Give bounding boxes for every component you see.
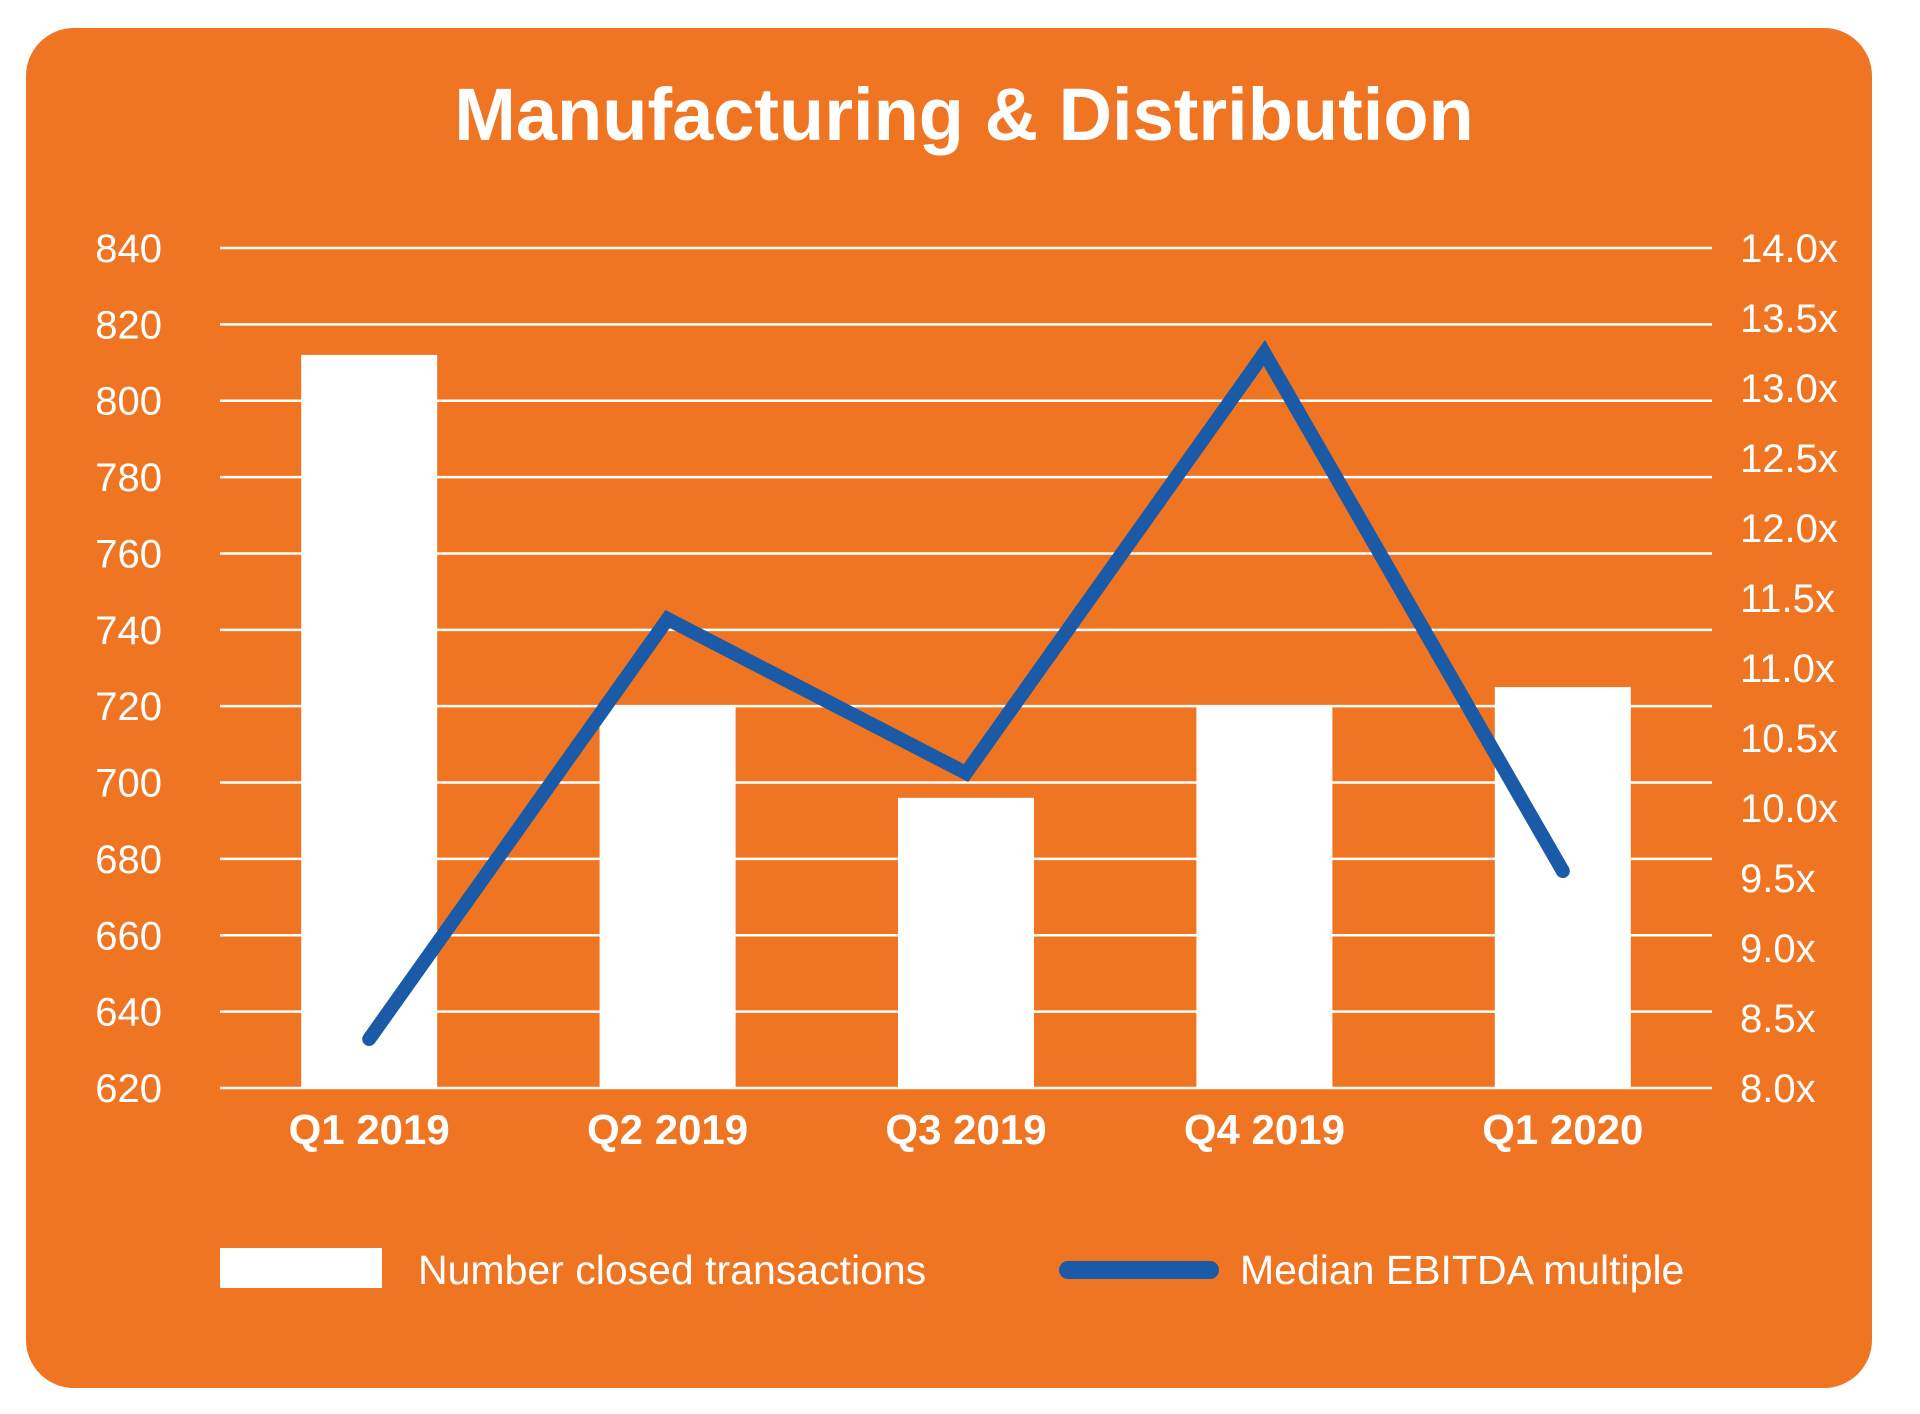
left-axis-tick-label: 800	[95, 380, 162, 424]
right-axis-tick-label: 10.5x	[1740, 717, 1838, 761]
bar-q1-2020	[1494, 687, 1631, 1088]
x-axis-tick-label: Q3 2019	[885, 1106, 1046, 1153]
left-axis: 620 640 660 680 700 720 740 760 780 800 820 840	[95, 227, 162, 1111]
bar-q4-2019	[1196, 706, 1333, 1088]
chart-title: Manufacturing & Distribution	[454, 73, 1474, 156]
left-axis-tick-label: 840	[95, 227, 162, 271]
right-axis-tick-label: 14.0x	[1740, 227, 1838, 271]
chart-background	[26, 28, 1872, 1388]
left-axis-tick-label: 780	[95, 456, 162, 500]
right-axis: 8.0x 8.5x 9.0x 9.5x 10.0x 10.5x 11.0x 11.5x 12.0…	[1740, 227, 1838, 1111]
right-axis-tick-label: 8.0x	[1740, 1067, 1816, 1111]
bar-q3-2019	[898, 797, 1034, 1088]
right-axis-tick-label: 11.5x	[1740, 577, 1835, 621]
x-axis-tick-label: Q2 2019	[587, 1106, 748, 1153]
right-axis-tick-label: 13.5x	[1740, 297, 1838, 341]
line-series	[362, 340, 1570, 1046]
bar-q2-2019	[599, 706, 736, 1088]
x-axis-tick-label: Q1 2019	[289, 1106, 450, 1153]
left-axis-tick-label: 640	[95, 991, 162, 1035]
right-axis-tick-label: 11.0x	[1740, 647, 1835, 691]
left-axis-tick-label: 760	[95, 532, 162, 576]
legend-bar-swatch	[220, 1248, 382, 1288]
left-axis-tick-label: 740	[95, 609, 162, 653]
right-axis-tick-label: 13.0x	[1740, 367, 1838, 411]
left-axis-tick-label: 820	[95, 303, 162, 347]
left-axis-tick-label: 720	[95, 685, 162, 729]
right-axis-tick-label: 9.5x	[1740, 857, 1816, 901]
x-axis-tick-label: Q1 2020	[1482, 1106, 1643, 1153]
x-axis: Q1 2019 Q2 2019 Q3 2019 Q4 2019 Q1 2020	[289, 1106, 1644, 1153]
legend-bar-label: Number closed transactions	[418, 1247, 926, 1293]
left-axis-tick-label: 620	[95, 1067, 162, 1111]
left-axis-tick-label: 700	[95, 762, 162, 806]
right-axis-tick-label: 12.5x	[1740, 437, 1838, 481]
x-axis-tick-label: Q4 2019	[1184, 1106, 1345, 1153]
legend: Number closed transactions Median EBITDA…	[220, 1247, 1684, 1293]
right-axis-tick-label: 12.0x	[1740, 507, 1838, 551]
legend-line-label: Median EBITDA multiple	[1240, 1247, 1684, 1293]
right-axis-tick-label: 8.5x	[1740, 997, 1816, 1041]
left-axis-tick-label: 660	[95, 914, 162, 958]
left-axis-tick-label: 680	[95, 838, 162, 882]
right-axis-tick-label: 10.0x	[1740, 787, 1838, 831]
right-axis-tick-label: 9.0x	[1740, 927, 1816, 971]
